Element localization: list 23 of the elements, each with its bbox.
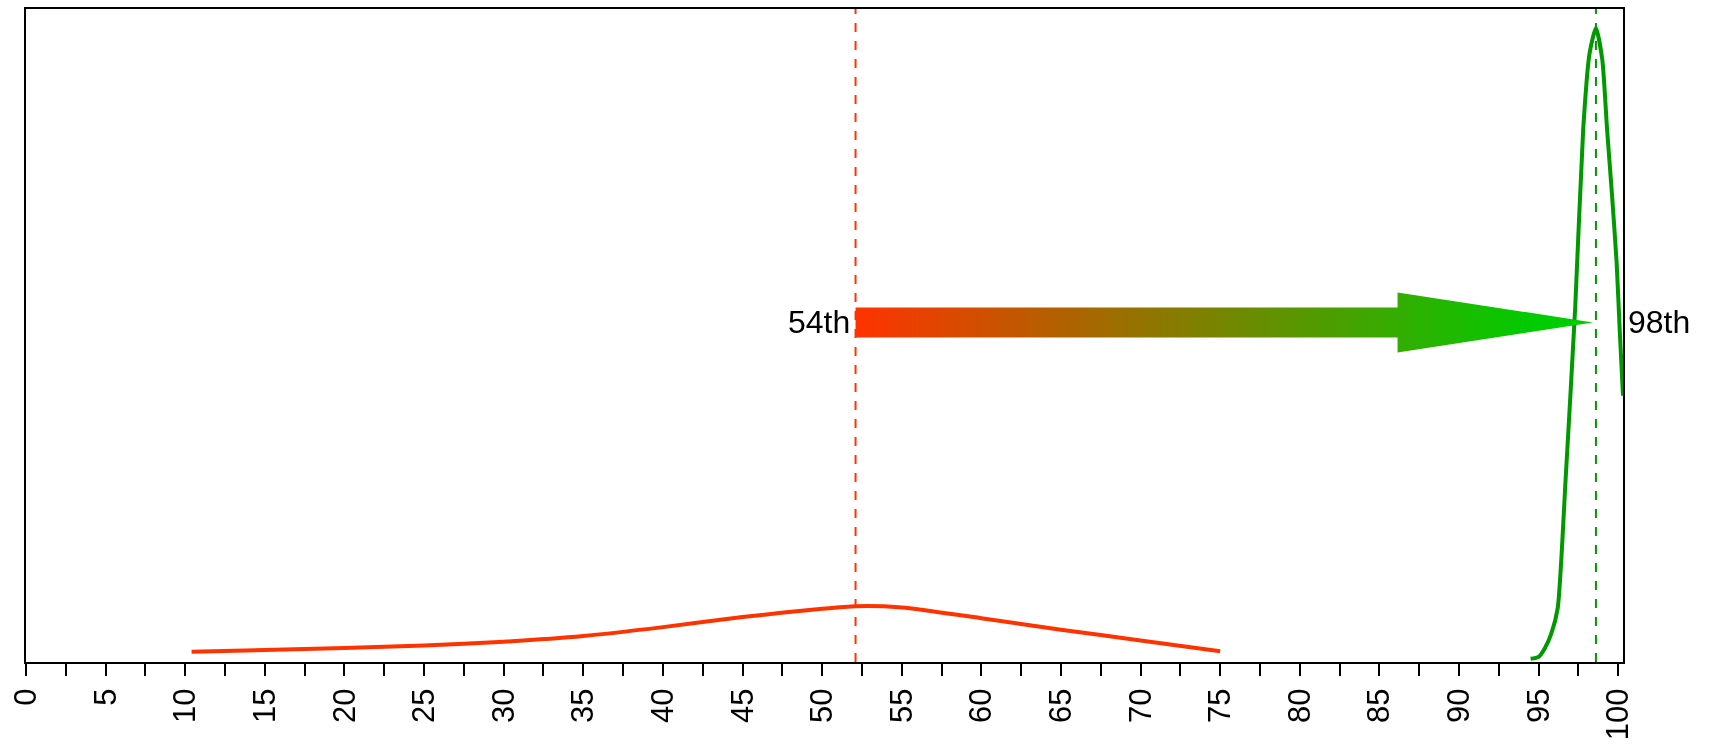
x-tick-label: 80 bbox=[1281, 688, 1317, 723]
x-tick-label: 40 bbox=[644, 688, 680, 723]
x-tick-label: 20 bbox=[326, 688, 362, 723]
x-tick-label: 0 bbox=[8, 688, 44, 706]
x-tick-label: 5 bbox=[87, 688, 123, 706]
x-tick-label: 45 bbox=[724, 688, 760, 723]
x-tick-label: 85 bbox=[1361, 688, 1397, 723]
ref-line-label: 98th bbox=[1628, 304, 1691, 340]
x-tick-label: 50 bbox=[804, 688, 840, 723]
x-tick-label: 75 bbox=[1202, 688, 1238, 723]
ref-line-label: 54th bbox=[788, 304, 851, 340]
x-tick-label: 15 bbox=[246, 688, 282, 723]
x-tick-label: 25 bbox=[406, 688, 442, 723]
x-tick-label: 65 bbox=[1043, 688, 1079, 723]
x-tick-label: 10 bbox=[167, 688, 203, 723]
x-tick-label: 90 bbox=[1441, 688, 1477, 723]
x-tick-label: 55 bbox=[883, 688, 919, 723]
x-tick-label: 30 bbox=[485, 688, 521, 723]
x-tick-label: 100 bbox=[1600, 688, 1636, 741]
x-tick-label: 70 bbox=[1122, 688, 1158, 723]
x-tick-label: 60 bbox=[963, 688, 999, 723]
x-tick-label: 35 bbox=[565, 688, 601, 723]
x-tick-label: 95 bbox=[1520, 688, 1556, 723]
